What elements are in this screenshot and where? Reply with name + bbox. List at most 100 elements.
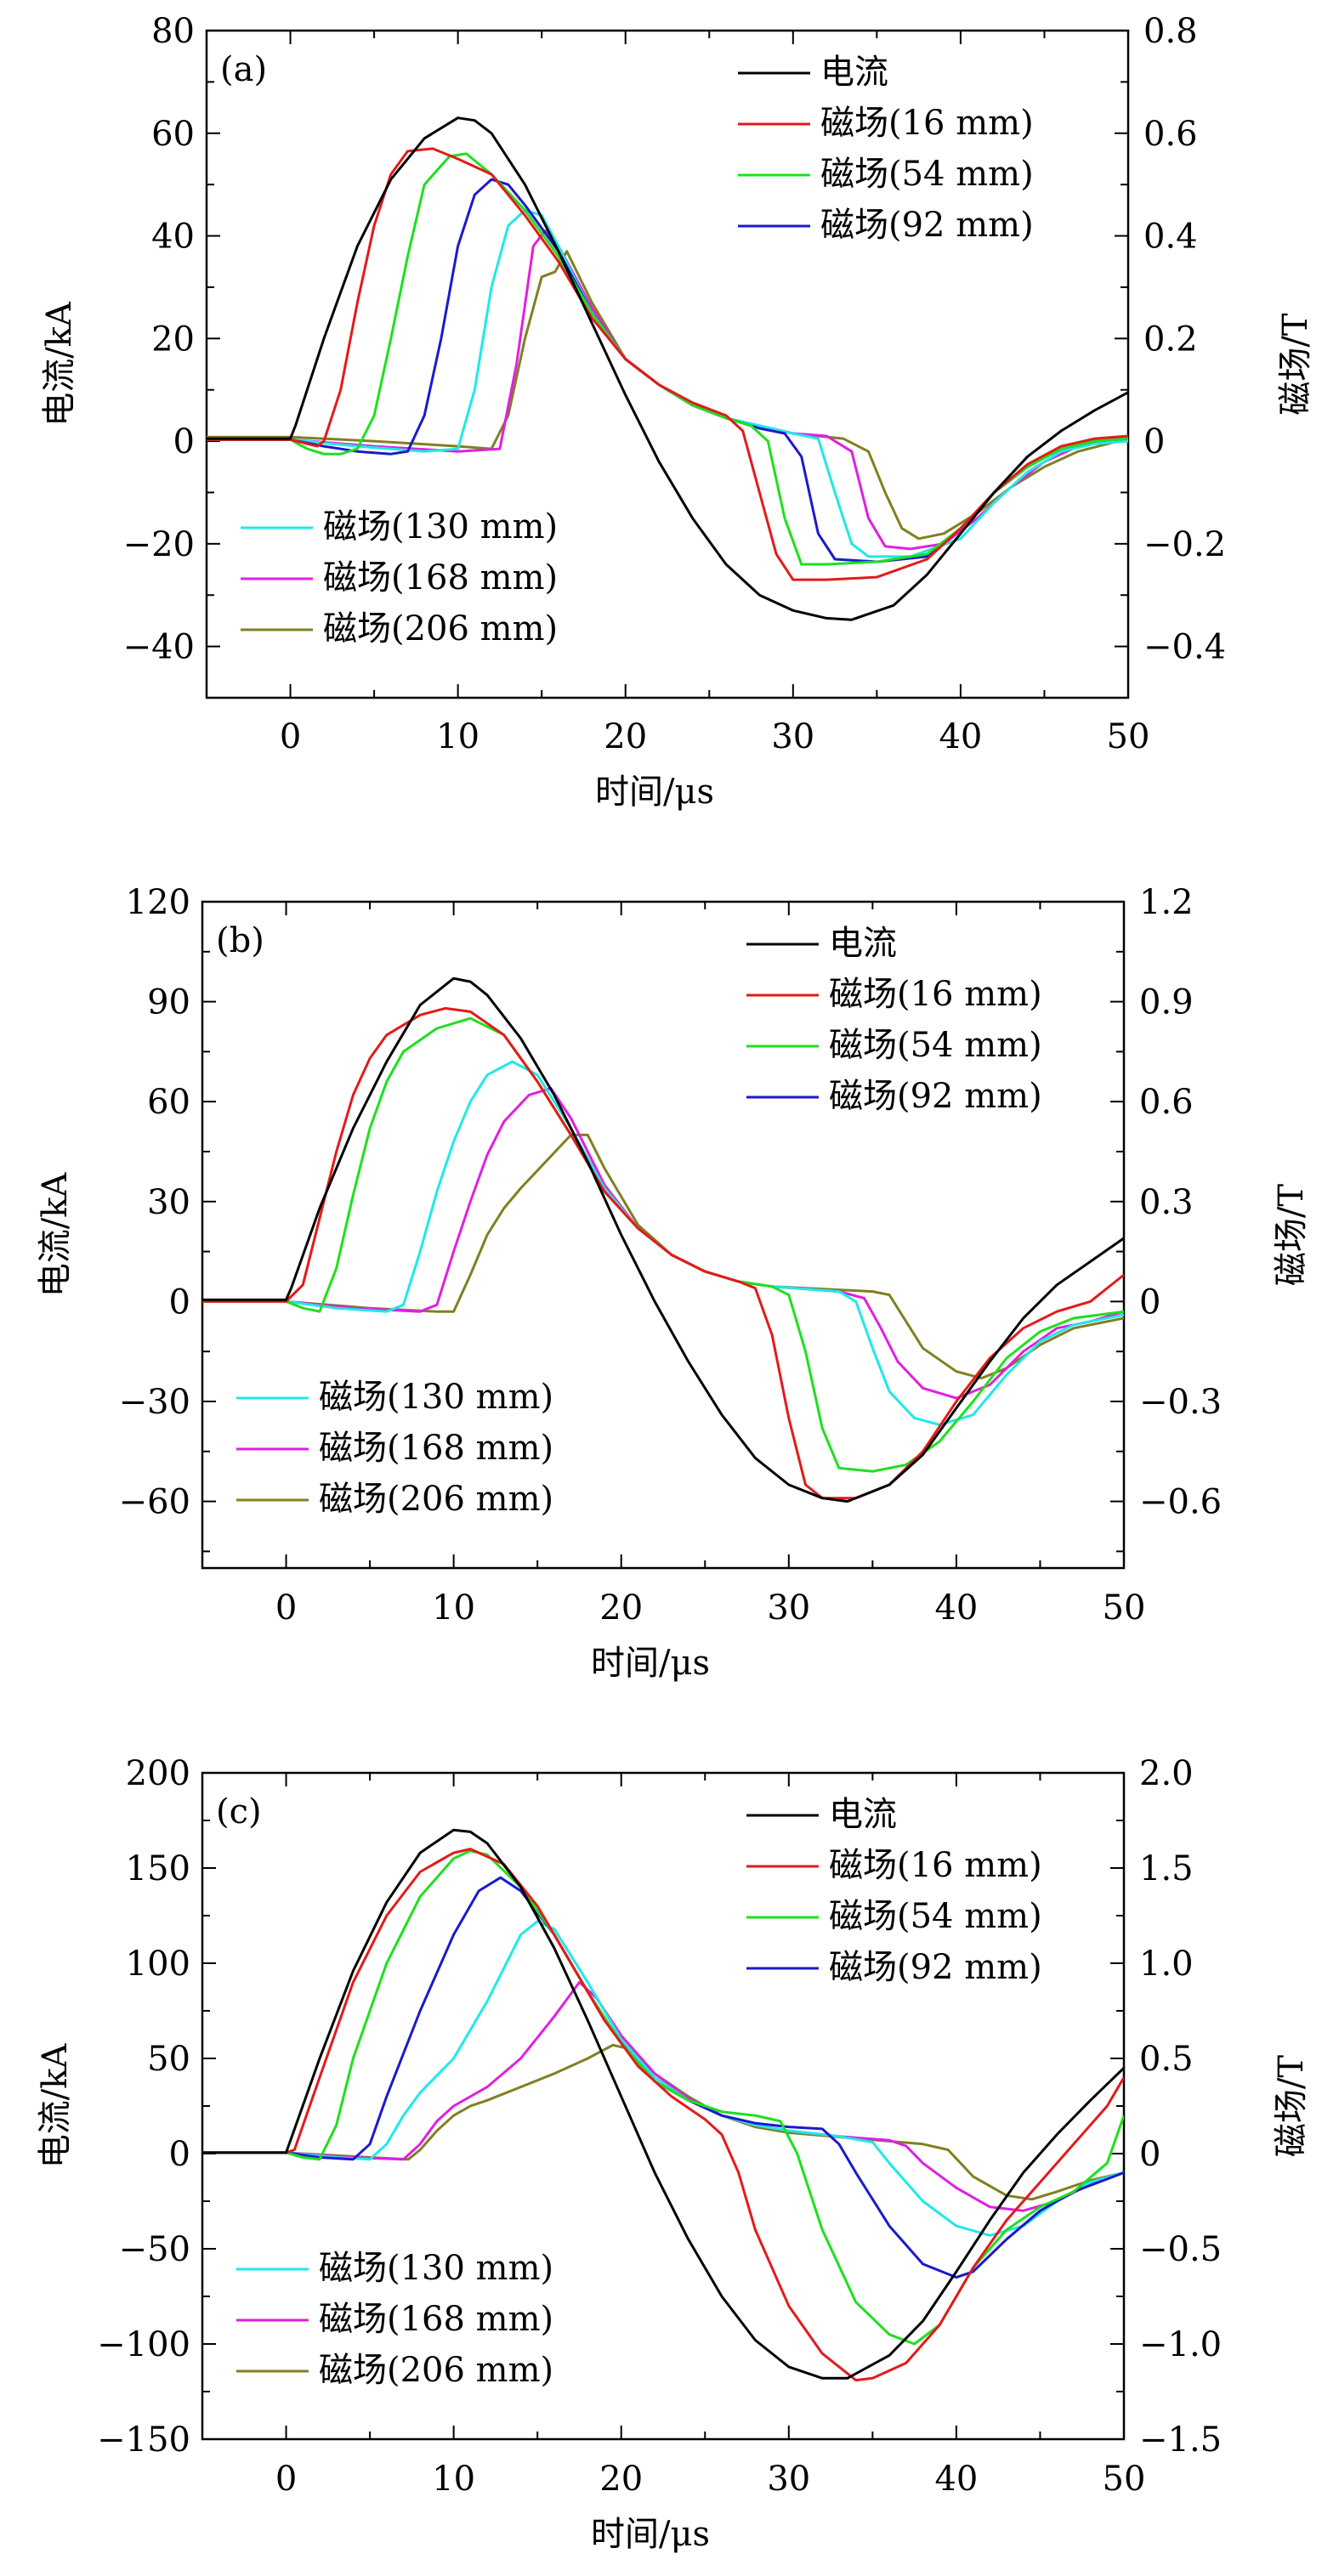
y2-tick-label: 0.3 xyxy=(1139,1183,1194,1222)
y-axis-label: 电流/kA xyxy=(36,2043,75,2169)
legend-entry: 磁场(130 mm) xyxy=(319,2249,553,2288)
y2-tick-label: 0.6 xyxy=(1143,115,1198,154)
legend-entry: 磁场(206 mm) xyxy=(323,609,558,648)
y2-tick-label: 0.4 xyxy=(1143,218,1198,257)
y2-tick-label: 1.5 xyxy=(1139,1849,1194,1888)
y-tick-label: 40 xyxy=(151,218,195,257)
series-group xyxy=(207,116,1128,621)
y-tick-label: −60 xyxy=(119,1483,190,1522)
y2-tick-label: −1.0 xyxy=(1139,2325,1222,2364)
y2-axis-label: 磁场/T xyxy=(1272,1184,1311,1286)
series-line-0 xyxy=(202,1828,1124,2380)
series-line-4 xyxy=(202,1920,1124,2237)
y-tick-label: −30 xyxy=(119,1383,190,1422)
y-tick-label: 50 xyxy=(147,2040,190,2079)
x-tick-label: 0 xyxy=(275,2460,297,2499)
series-line-1 xyxy=(202,1848,1124,2382)
y-tick-label: 30 xyxy=(147,1183,190,1222)
series-line-6 xyxy=(202,1133,1124,1380)
y2-tick-label: 0.9 xyxy=(1139,983,1194,1022)
y2-tick-label: 0.5 xyxy=(1139,2040,1194,2079)
y2-tick-label: −0.5 xyxy=(1139,2230,1222,2269)
legend-entry: 磁场(92 mm) xyxy=(829,1077,1042,1116)
series-line-4 xyxy=(202,1060,1124,1426)
x-tick-label: 40 xyxy=(939,717,982,756)
x-axis-label: 时间/μs xyxy=(591,1644,710,1683)
y2-tick-label: −0.6 xyxy=(1139,1483,1222,1522)
series-line-1 xyxy=(202,1006,1124,1500)
series-line-0 xyxy=(207,116,1128,621)
panel-label: (a) xyxy=(220,50,267,89)
series-line-1 xyxy=(207,147,1128,581)
x-tick-label: 40 xyxy=(934,2460,978,2499)
legend-entry: 磁场(92 mm) xyxy=(820,206,1034,245)
y2-tick-label: 0 xyxy=(1139,2135,1160,2174)
legend-entry: 磁场(168 mm) xyxy=(319,2300,553,2339)
y-tick-label: 60 xyxy=(151,115,195,154)
x-tick-label: 30 xyxy=(767,2460,810,2499)
series-group xyxy=(202,977,1124,1503)
plot-frame xyxy=(201,900,1126,1570)
y2-tick-label: 1.2 xyxy=(1139,883,1194,922)
y-tick-label: 80 xyxy=(151,12,195,51)
plot-frame xyxy=(205,29,1130,699)
legend-entry: 磁场(54 mm) xyxy=(829,1026,1042,1065)
y-axis-label: 电流/kA xyxy=(40,301,79,427)
y2-tick-label: 0 xyxy=(1143,422,1165,461)
y2-axis-label: 磁场/T xyxy=(1276,313,1315,415)
y-tick-label: 20 xyxy=(151,320,195,359)
legend-entry: 磁场(54 mm) xyxy=(829,1897,1042,1936)
chart-panel-2: 0 10 20 30 40 50 −60 −30 0 30 60 90 120 −0.6 −0.3 0 0.3 0… xyxy=(36,883,1311,1683)
legend-entry: 磁场(130 mm) xyxy=(323,507,558,546)
y-tick-label: 150 xyxy=(126,1849,190,1888)
series-line-5 xyxy=(202,1980,1124,2212)
series-line-3 xyxy=(202,1876,1124,2279)
series-line-0 xyxy=(202,977,1124,1503)
x-tick-label: 10 xyxy=(432,2460,475,2499)
legend-entry: 磁场(92 mm) xyxy=(829,1948,1042,1987)
y2-tick-label: 2.0 xyxy=(1139,1754,1194,1793)
y-axis-label: 电流/kA xyxy=(36,1172,75,1298)
legend-entry: 磁场(206 mm) xyxy=(319,1480,553,1519)
y2-tick-label: −1.5 xyxy=(1139,2420,1222,2460)
panel-label: (b) xyxy=(216,921,264,960)
chart-panel-1: 0 10 20 30 40 50 −40 −20 0 20 40 60 80 −0.4 −0.2 0 0.2 0.… xyxy=(40,12,1315,812)
x-tick-label: 0 xyxy=(275,1588,297,1628)
panel-label: (c) xyxy=(216,1792,262,1832)
x-axis-label: 时间/μs xyxy=(591,2515,710,2554)
x-tick-label: 0 xyxy=(280,717,301,756)
y2-tick-label: −0.2 xyxy=(1143,525,1226,564)
y-tick-label: −150 xyxy=(97,2420,190,2460)
x-axis-label: 时间/μs xyxy=(595,773,714,812)
x-tick-label: 30 xyxy=(771,717,814,756)
chart-panel-3: 0 10 20 30 40 50 −150 −100 −50 0 50 100 150 200 −1.5 −1… xyxy=(36,1754,1311,2554)
x-tick-label: 20 xyxy=(599,1588,643,1628)
y-tick-label: 0 xyxy=(173,422,195,461)
y2-tick-label: 0.2 xyxy=(1143,320,1198,359)
x-tick-label: 50 xyxy=(1107,717,1150,756)
x-tick-label: 50 xyxy=(1103,2460,1146,2499)
x-tick-label: 10 xyxy=(432,1588,475,1628)
y-tick-label: 120 xyxy=(126,883,190,922)
legend-entry: 磁场(16 mm) xyxy=(829,975,1042,1014)
y-tick-label: 0 xyxy=(169,2135,190,2174)
legend-entry: 磁场(168 mm) xyxy=(323,558,558,597)
y2-tick-label: 0.6 xyxy=(1139,1083,1194,1122)
x-tick-label: 50 xyxy=(1103,1588,1146,1628)
y-tick-label: 0 xyxy=(169,1282,190,1322)
legend-entry: 磁场(168 mm) xyxy=(319,1429,553,1468)
x-tick-label: 20 xyxy=(604,717,647,756)
legend-entry: 磁场(206 mm) xyxy=(319,2351,553,2390)
y-tick-label: 200 xyxy=(126,1754,190,1793)
y-tick-label: 100 xyxy=(126,1945,190,1984)
y-tick-label: −50 xyxy=(119,2230,190,2269)
legend-entry: 磁场(130 mm) xyxy=(319,1378,553,1417)
legend-entry: 电流 xyxy=(820,53,888,92)
y2-tick-label: −0.4 xyxy=(1143,628,1226,667)
x-tick-label: 10 xyxy=(436,717,479,756)
y2-axis-label: 磁场/T xyxy=(1272,2055,1311,2157)
y-tick-label: −40 xyxy=(123,628,195,667)
y2-tick-label: −0.3 xyxy=(1139,1383,1222,1422)
legend-entry: 磁场(16 mm) xyxy=(829,1846,1042,1885)
